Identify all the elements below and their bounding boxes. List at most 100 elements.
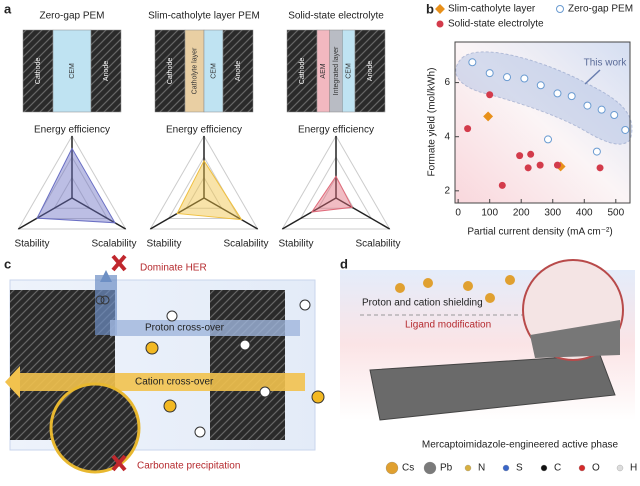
marker xyxy=(520,74,529,83)
radar-grid xyxy=(53,176,91,209)
legend-swatch xyxy=(464,464,472,472)
panel-d-art xyxy=(340,259,635,421)
radar-axis xyxy=(203,197,259,230)
marker xyxy=(527,150,535,158)
radar-label: Scalability xyxy=(355,239,400,250)
y-tick-label: 6 xyxy=(444,77,450,88)
layer xyxy=(52,29,92,113)
marker xyxy=(621,125,630,134)
marker xyxy=(486,91,494,99)
radar-label: Energy efficiency xyxy=(298,125,374,136)
radar-axis xyxy=(17,197,73,230)
legend-label: Pb xyxy=(440,463,453,474)
radar-label: Energy efficiency xyxy=(34,125,110,136)
legend-label: N xyxy=(478,463,485,474)
layer-label: Anode xyxy=(235,61,242,81)
legend-swatch xyxy=(578,464,586,472)
marker xyxy=(503,73,512,82)
callout: Dominate HER xyxy=(140,263,207,274)
callout: Carbonate precipitation xyxy=(137,461,240,472)
layer-label: AEM xyxy=(320,63,327,78)
callout: Ligand modification xyxy=(405,320,491,331)
layer xyxy=(22,29,54,113)
layer xyxy=(154,29,186,113)
panel-b-plot xyxy=(455,42,633,203)
layer-label: CEM xyxy=(69,63,76,79)
radar-grid xyxy=(35,156,109,219)
legend-swatch xyxy=(423,461,437,475)
layer-label: Cathode xyxy=(299,58,306,85)
legend-label: S xyxy=(516,463,523,474)
marker xyxy=(583,101,592,110)
radar-label: Stability xyxy=(14,239,49,250)
radar-label: Energy efficiency xyxy=(166,125,242,136)
legend-swatch xyxy=(540,464,548,472)
radar-grid xyxy=(281,134,391,230)
legend-label: Cs xyxy=(402,463,414,474)
marker xyxy=(468,58,477,67)
radar-label: Stability xyxy=(146,239,181,250)
legend-label: C xyxy=(554,463,561,474)
panel-label: c xyxy=(4,256,11,271)
marker xyxy=(524,164,532,172)
marker xyxy=(567,92,576,101)
layer xyxy=(222,29,254,113)
marker xyxy=(553,161,561,169)
layer-label: Cathode xyxy=(35,58,42,85)
radar-axis xyxy=(335,197,391,230)
x-axis-label: Partial current density (mA cm⁻²) xyxy=(467,227,612,238)
caption: Mercaptoimidazole-engineered active phas… xyxy=(422,440,619,451)
marker xyxy=(485,69,494,78)
radar-grid xyxy=(299,156,373,219)
marker xyxy=(596,164,604,172)
callout: Cation cross-over xyxy=(135,377,214,388)
marker xyxy=(516,152,524,160)
panel-label: d xyxy=(340,256,348,271)
marker xyxy=(544,135,553,144)
panel-label: a xyxy=(4,1,12,16)
layer xyxy=(354,29,386,113)
y-axis-label: Formate yield (mol/kWh) xyxy=(427,68,438,177)
x-tick-label: 300 xyxy=(544,208,561,219)
marker xyxy=(553,89,562,98)
radar-grid xyxy=(149,134,259,230)
marker xyxy=(435,4,445,14)
marker xyxy=(610,111,619,120)
marker xyxy=(536,81,545,90)
device-title: Solid-state electrolyte xyxy=(288,11,384,22)
y-tick-label: 2 xyxy=(444,185,450,196)
layer-label: CEM xyxy=(210,63,217,79)
x-tick-label: 400 xyxy=(576,208,593,219)
panel-label: b xyxy=(426,1,434,16)
x-tick-label: 500 xyxy=(607,208,624,219)
radar-area xyxy=(310,175,353,213)
radar-axis xyxy=(281,197,337,230)
legend-swatch xyxy=(502,464,510,472)
marker xyxy=(436,20,444,28)
x-tick-label: 0 xyxy=(455,208,461,219)
radar-label: Scalability xyxy=(223,239,268,250)
marker xyxy=(597,105,606,114)
legend-label: Slim-catholyte layer xyxy=(448,4,536,15)
x-tick-label: 200 xyxy=(513,208,530,219)
layer xyxy=(286,29,318,113)
radar-area xyxy=(176,159,243,221)
radar-label: Scalability xyxy=(91,239,136,250)
layer-label: Anode xyxy=(367,61,374,81)
plot-frame xyxy=(454,41,631,204)
layer-label: Anode xyxy=(103,61,110,81)
legend-label: O xyxy=(592,463,600,474)
layer-label: CEM xyxy=(346,63,353,79)
legend-label: Zero-gap PEM xyxy=(568,4,633,15)
device-title: Zero-gap PEM xyxy=(39,11,104,22)
radar-label: Stability xyxy=(278,239,313,250)
radar-grid xyxy=(185,176,223,209)
panel-c-art xyxy=(5,254,325,474)
legend-swatch xyxy=(616,464,624,472)
callout: Proton and cation shielding xyxy=(362,298,483,309)
layer-label: Catholyte layer xyxy=(191,47,198,94)
marker xyxy=(498,181,506,189)
device-title: Slim-catholyte layer PEM xyxy=(148,11,260,22)
marker xyxy=(592,147,601,156)
